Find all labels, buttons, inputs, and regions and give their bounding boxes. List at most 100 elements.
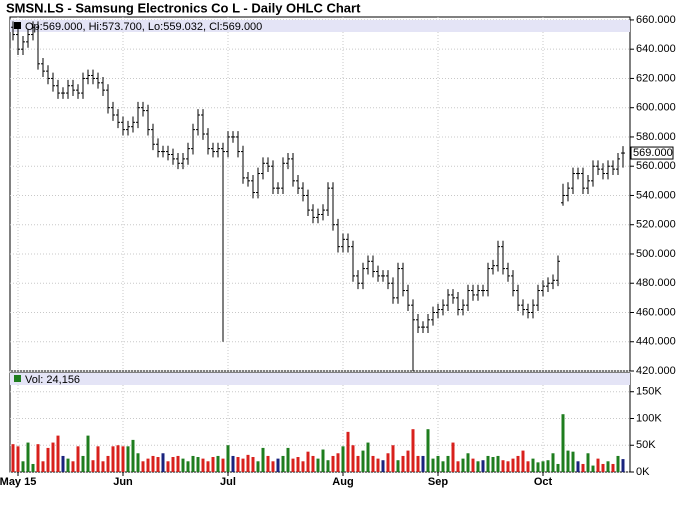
volume-bar: [561, 414, 565, 472]
volume-bar: [121, 446, 125, 472]
y-tick-label: 420.000: [636, 365, 676, 377]
volume-bar: [256, 461, 260, 472]
volume-bar: [556, 463, 560, 472]
volume-bar: [476, 461, 480, 472]
volume-bar: [351, 445, 355, 472]
volume-bar: [441, 461, 445, 472]
volume-bar: [216, 455, 220, 472]
y-tick-label: 480.000: [636, 277, 676, 289]
y-tick-label: 500.000: [636, 248, 676, 260]
volume-bar: [186, 461, 190, 472]
volume-bar: [531, 458, 535, 472]
volume-bar: [41, 461, 45, 472]
volume-bar: [106, 455, 110, 472]
volume-bar: [496, 455, 500, 472]
volume-bar: [161, 453, 165, 472]
volume-bar: [261, 447, 265, 472]
volume-bar: [401, 455, 405, 472]
volume-bar: [551, 453, 555, 472]
volume-bar: [91, 460, 95, 472]
volume-bar: [501, 460, 505, 472]
y-tick-label: 440.000: [636, 336, 676, 348]
volume-bar: [241, 458, 245, 472]
y-tick-label: 540.000: [636, 189, 676, 201]
volume-bar: [576, 461, 580, 472]
legend-text: Op:569.000, Hi:573.700, Lo:559.032, Cl:5…: [25, 21, 262, 33]
volume-bar: [31, 463, 35, 472]
volume-bar: [596, 458, 600, 472]
volume-bar: [316, 458, 320, 472]
volume-bar: [16, 446, 20, 472]
volume-bar: [56, 435, 60, 472]
volume-bar: [306, 451, 310, 472]
volume-bar: [431, 458, 435, 472]
y-tick-label: 620.000: [636, 72, 676, 84]
volume-bar: [66, 458, 70, 472]
volume-bar: [76, 446, 80, 472]
volume-bar: [461, 458, 465, 472]
volume-bar: [46, 447, 50, 472]
volume-bar: [526, 461, 530, 472]
volume-bar: [246, 454, 250, 472]
x-tick-label: Jul: [220, 476, 236, 488]
volume-bar: [86, 435, 90, 472]
volume-bar: [291, 458, 295, 472]
volume-bar: [51, 442, 55, 472]
volume-bar: [271, 461, 275, 472]
volume-bar: [586, 453, 590, 472]
volume-bar: [466, 453, 470, 472]
volume-bar: [536, 462, 540, 472]
volume-y-tick-label: 50K: [636, 439, 656, 451]
volume-bar: [446, 455, 450, 472]
x-tick-label: Jun: [113, 476, 133, 488]
volume-bar: [346, 431, 350, 472]
volume-bar: [546, 460, 550, 472]
volume-bar: [181, 458, 185, 472]
volume-bar: [601, 463, 605, 472]
volume-bar: [251, 457, 255, 472]
last-price-box: [630, 146, 674, 160]
volume-bar: [381, 460, 385, 472]
y-tick-label: 640.000: [636, 43, 676, 55]
volume-bar: [611, 463, 615, 472]
volume-bar: [71, 461, 75, 472]
volume-bar: [451, 442, 455, 472]
volume-bar: [81, 455, 85, 472]
volume-bar: [151, 455, 155, 472]
x-tick-label: Oct: [534, 476, 553, 488]
chart-title: SMSN.LS - Samsung Electronics Co L - Dai…: [6, 0, 361, 15]
volume-bar: [396, 460, 400, 472]
volume-bar: [201, 458, 205, 472]
volume-bar: [301, 461, 305, 472]
legend-swatch: [14, 22, 21, 29]
volume-bar: [481, 460, 485, 472]
volume-bar: [111, 446, 115, 472]
volume-bar: [616, 455, 620, 472]
volume-bar: [26, 442, 30, 472]
volume-bar: [171, 457, 175, 472]
volume-bar: [566, 450, 570, 472]
volume-bar: [311, 455, 315, 472]
volume-bar: [366, 442, 370, 472]
volume-bar: [136, 453, 140, 472]
volume-y-tick-label: 100K: [636, 412, 662, 424]
volume-legend-band: [10, 373, 630, 385]
legend-band: [10, 20, 630, 32]
volume-bar: [156, 457, 160, 472]
last-price-label: 569.000: [633, 147, 673, 159]
volume-bar: [236, 457, 240, 472]
volume-bar: [191, 455, 195, 472]
volume-bar: [486, 455, 490, 472]
volume-bar: [226, 445, 230, 472]
volume-bar: [206, 461, 210, 472]
volume-legend-swatch: [14, 375, 21, 382]
volume-bar: [96, 446, 100, 472]
y-tick-label: 660.000: [636, 14, 676, 26]
volume-bar: [361, 450, 365, 472]
volume-bar: [581, 463, 585, 472]
volume-bar: [391, 445, 395, 472]
volume-bar: [21, 461, 25, 472]
y-tick-label: 460.000: [636, 306, 676, 318]
volume-bar: [406, 450, 410, 472]
volume-bar: [371, 455, 375, 472]
